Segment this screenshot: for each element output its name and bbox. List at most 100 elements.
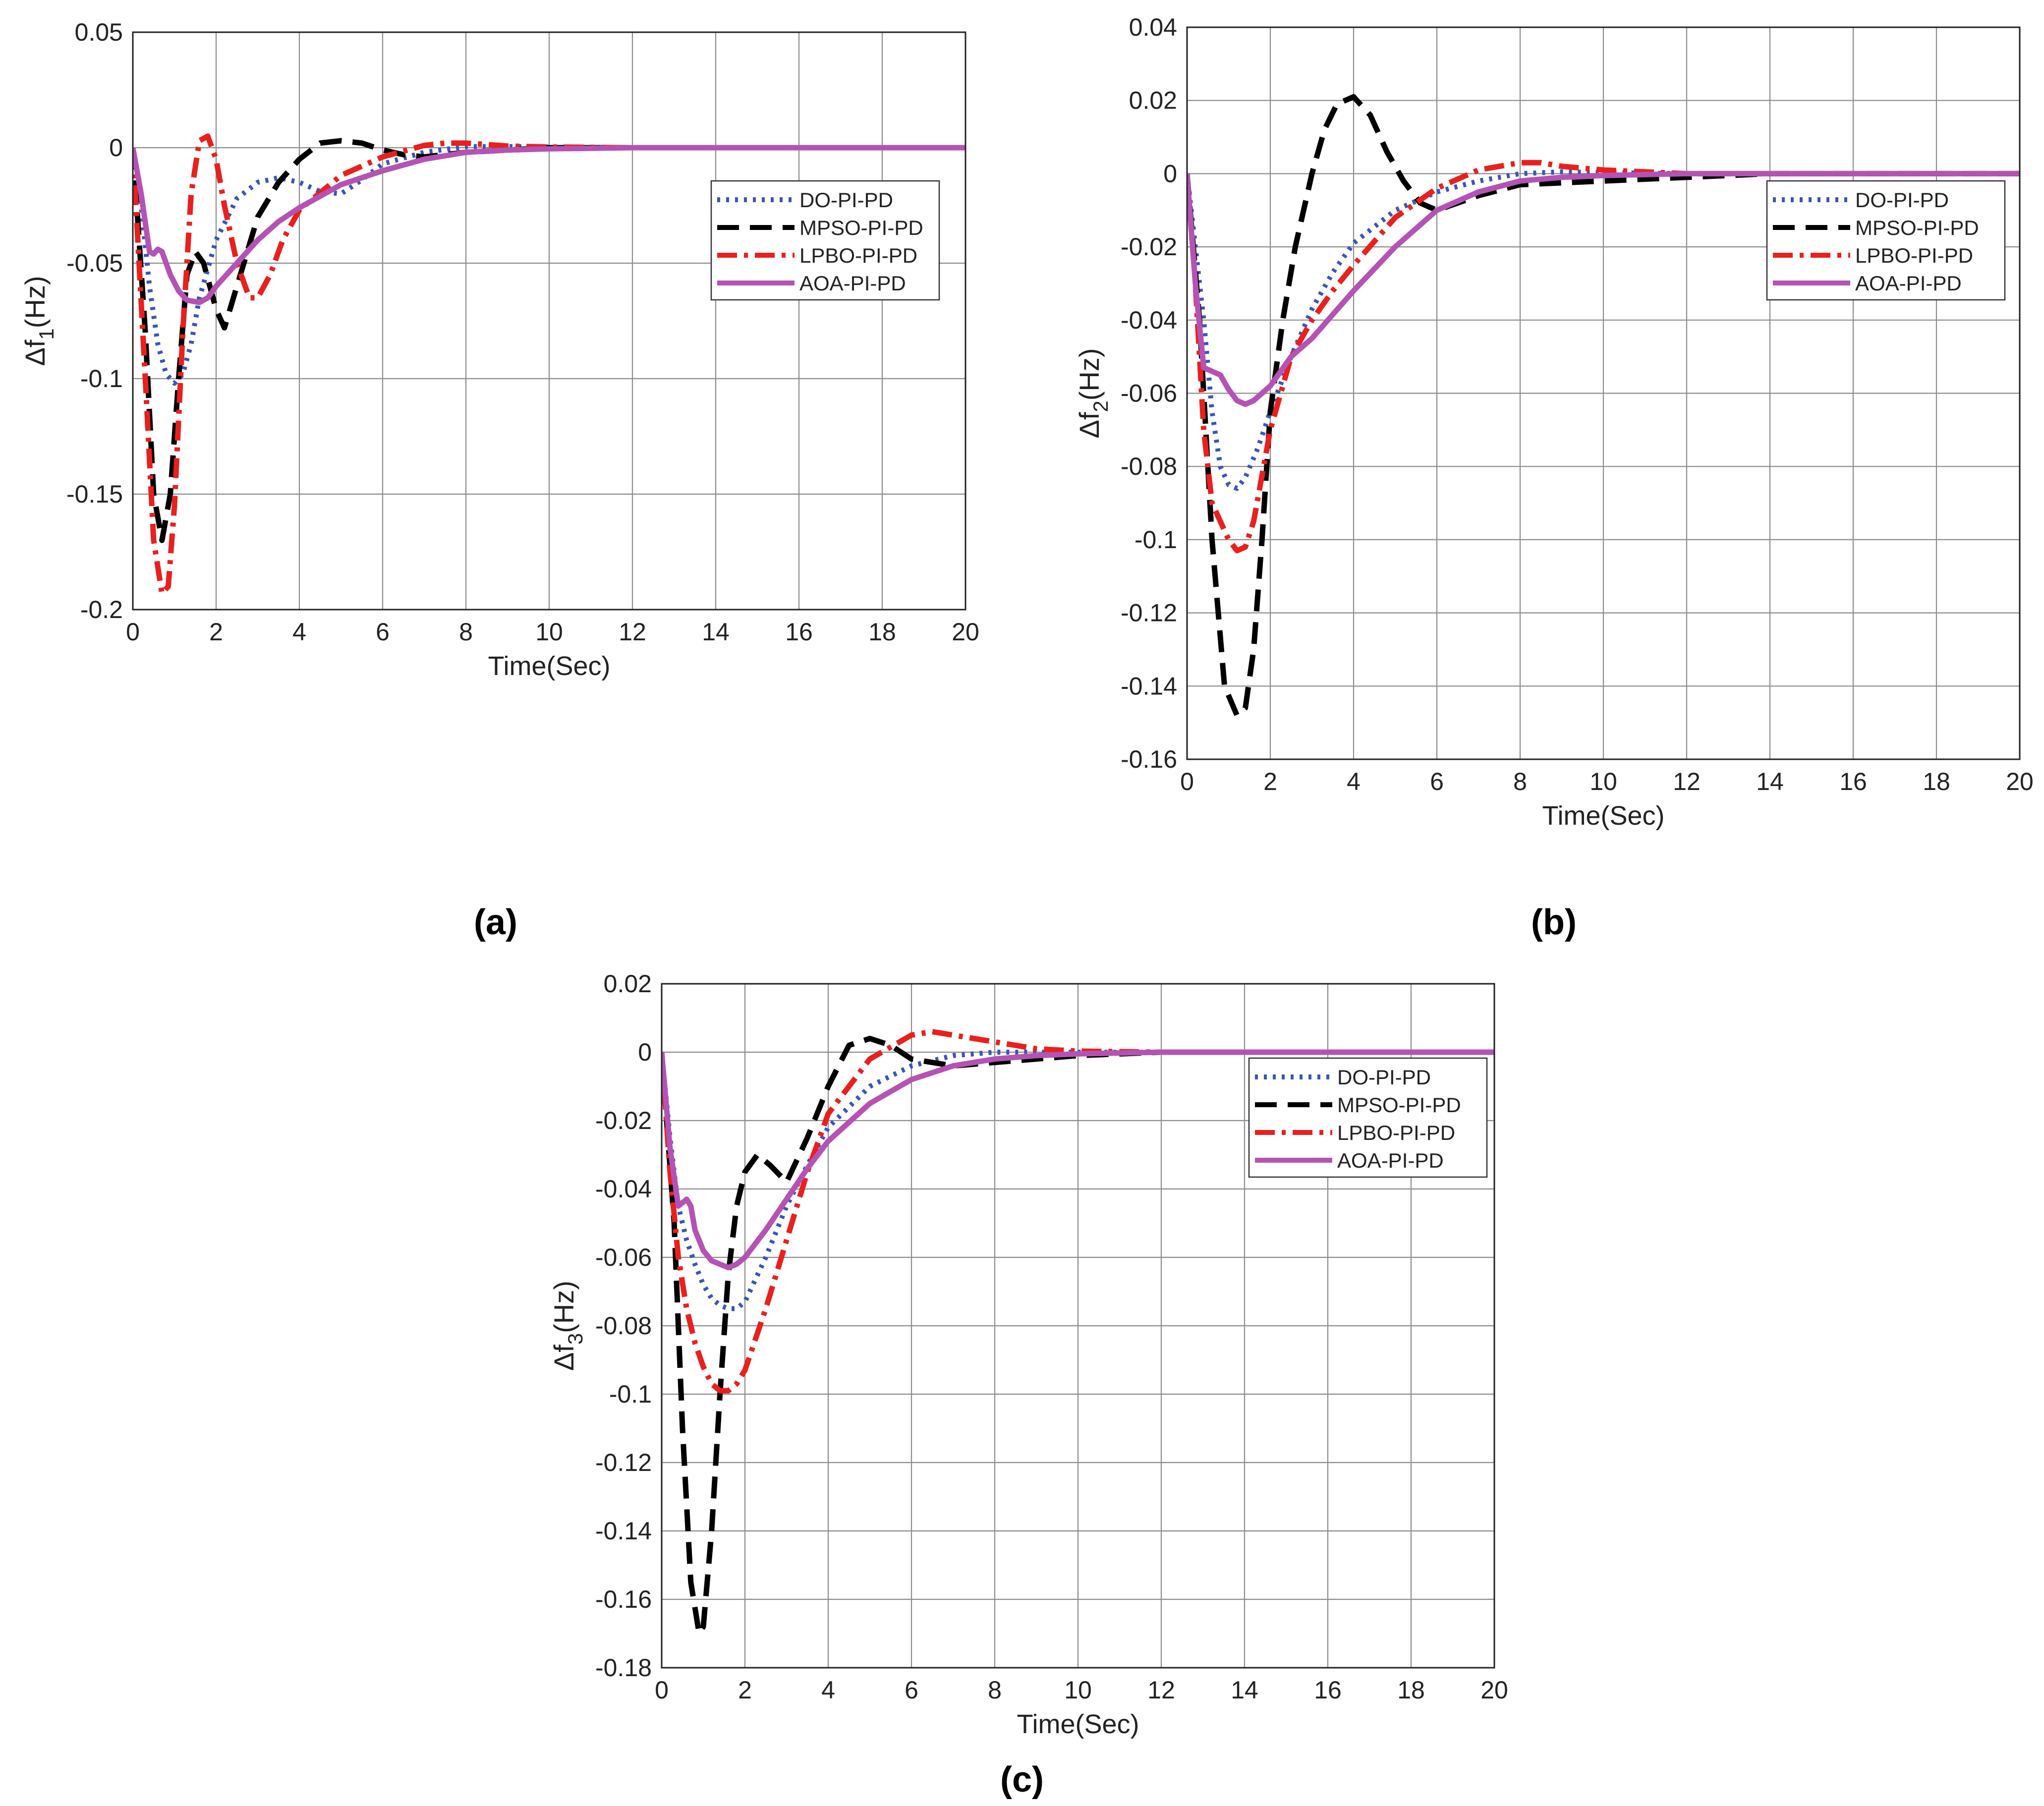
series-group <box>662 1029 1494 1637</box>
chart-panel: 0 2 4 6 8 10 12 14 16 18 20 -0.18 -0.16 -0.14 -0.12 -0.… <box>548 970 1508 1739</box>
x-tick-label: 12 <box>619 618 646 646</box>
x-tick-label: 12 <box>1673 768 1701 795</box>
x-tick-label: 6 <box>1430 768 1444 795</box>
caption-a: (a) <box>474 903 517 942</box>
y-axis-label-main: Δf <box>548 1345 579 1371</box>
y-tick-label: -0.1 <box>609 1380 652 1408</box>
x-tick-label: 2 <box>209 618 223 646</box>
x-tick-label: 2 <box>738 1676 752 1704</box>
y-tick-label: -0.04 <box>1121 306 1177 334</box>
x-tick-label: 20 <box>1480 1676 1508 1704</box>
y-tick-label: -0.02 <box>595 1107 652 1134</box>
y-tick-label: -0.16 <box>1121 745 1177 773</box>
y-tick-label: 0.05 <box>75 18 123 46</box>
x-tick-label: 2 <box>1263 768 1277 795</box>
x-tick-label: 10 <box>1064 1676 1092 1704</box>
y-tick-label: -0.12 <box>1121 599 1177 627</box>
series-group <box>1187 94 2020 718</box>
x-tick-label: 8 <box>1513 768 1527 795</box>
y-axis-label-sub: 1 <box>35 328 58 339</box>
legend-label: DO-PI-PD <box>1337 1066 1431 1089</box>
y-tick-label: -0.14 <box>595 1517 652 1545</box>
x-tick-label: 0 <box>1180 768 1194 795</box>
legend-box <box>1248 1057 1488 1178</box>
y-axis-label-sub: 2 <box>1089 400 1112 412</box>
legend: DO-PI-PD MPSO-PI-PD LPBO-PI-PD AOA-PI-PD <box>1248 1057 1488 1178</box>
x-tick-label: 6 <box>905 1676 918 1704</box>
legend-label: DO-PI-PD <box>1855 188 1949 212</box>
series-line-mpso-pi-pd <box>133 138 965 543</box>
y-axis-label: Δf3(Hz) <box>548 1281 587 1371</box>
x-tick-label: 18 <box>868 618 896 646</box>
legend-box <box>1766 180 2006 301</box>
y-axis-label-unit: (Hz) <box>548 1281 579 1333</box>
y-tick-label: -0.02 <box>1121 233 1177 261</box>
x-tick-label: 4 <box>821 1676 835 1704</box>
x-tick-label: 14 <box>1231 1676 1258 1704</box>
x-tick-label: 20 <box>2006 768 2034 795</box>
axes-frame <box>1186 26 2021 760</box>
x-tick-label: 0 <box>126 618 140 646</box>
legend-label: MPSO-PI-PD <box>1337 1093 1461 1117</box>
x-tick-label: 16 <box>785 618 813 646</box>
y-axis-label-main: Δf <box>19 339 51 366</box>
y-axis-label-main: Δf <box>1074 412 1105 438</box>
legend: DO-PI-PD MPSO-PI-PD LPBO-PI-PD AOA-PI-PD <box>710 180 940 301</box>
x-axis-label: Time(Sec) <box>1017 1709 1139 1739</box>
x-tick-label: 14 <box>1756 768 1784 795</box>
y-tick-label: -0.06 <box>595 1243 652 1271</box>
legend-label: DO-PI-PD <box>799 188 893 212</box>
x-axis-label: Time(Sec) <box>488 651 610 681</box>
chart-panel: 0 2 4 6 8 10 12 14 16 18 20 -0.2 -0.15 -0.1 -0.05 0 0.05… <box>19 18 979 681</box>
y-axis-label-unit: (Hz) <box>19 276 51 328</box>
legend-label: LPBO-PI-PD <box>799 244 917 267</box>
y-tick-label: 0 <box>1163 160 1177 187</box>
y-tick-label: 0.02 <box>1129 87 1177 114</box>
series-group <box>133 133 965 596</box>
series-line-mpso-pi-pd <box>1187 94 2020 718</box>
x-axis-label: Time(Sec) <box>1542 801 1664 831</box>
legend-label: MPSO-PI-PD <box>799 216 923 239</box>
legend-box <box>710 180 940 301</box>
y-axis-label-sub: 3 <box>564 1333 587 1345</box>
legend-label: LPBO-PI-PD <box>1337 1121 1455 1144</box>
y-tick-label: -0.05 <box>66 249 123 277</box>
x-tick-label: 4 <box>292 618 306 646</box>
legend: DO-PI-PD MPSO-PI-PD LPBO-PI-PD AOA-PI-PD <box>1766 180 2006 301</box>
legend-label: AOA-PI-PD <box>1337 1149 1444 1172</box>
series-line-aoa-pi-pd <box>662 1049 1494 1271</box>
y-tick-label: 0 <box>638 1038 652 1066</box>
y-axis-label: Δf2(Hz) <box>1074 348 1112 438</box>
y-tick-label: 0.02 <box>604 970 652 998</box>
x-tick-label: 0 <box>655 1676 669 1704</box>
y-tick-label: -0.14 <box>1121 672 1177 700</box>
legend-label: AOA-PI-PD <box>1855 272 1962 295</box>
y-tick-label: -0.04 <box>595 1175 652 1203</box>
x-tick-label: 12 <box>1147 1676 1175 1704</box>
x-tick-label: 16 <box>1314 1676 1342 1704</box>
y-tick-label: -0.12 <box>595 1449 652 1476</box>
axes-frame <box>132 31 966 611</box>
x-tick-label: 18 <box>1397 1676 1425 1704</box>
series-line-aoa-pi-pd <box>133 145 965 305</box>
legend-label: LPBO-PI-PD <box>1855 244 1973 267</box>
legend-label: MPSO-PI-PD <box>1855 216 1979 239</box>
x-tick-label: 18 <box>1923 768 1950 795</box>
x-tick-label: 8 <box>459 618 473 646</box>
x-tick-label: 16 <box>1839 768 1867 795</box>
x-tick-label: 6 <box>376 618 390 646</box>
x-tick-label: 4 <box>1347 768 1361 795</box>
caption-c: (c) <box>1000 1760 1044 1800</box>
x-tick-label: 10 <box>535 618 563 646</box>
y-tick-label: -0.1 <box>1135 526 1177 554</box>
y-tick-label: -0.1 <box>80 365 123 393</box>
chart-panel: 0 2 4 6 8 10 12 14 16 18 20-0.16-0.14-0.12-0.1-0.0… <box>1074 13 2034 831</box>
x-tick-label: 14 <box>702 618 730 646</box>
y-tick-label: -0.06 <box>1121 380 1177 407</box>
y-axis-label: Δf1(Hz) <box>19 276 58 366</box>
series-line-do-pi-pd <box>133 144 965 386</box>
y-tick-label: -0.08 <box>1121 452 1177 480</box>
y-tick-label: -0.15 <box>66 480 123 508</box>
axes-frame <box>661 983 1495 1669</box>
